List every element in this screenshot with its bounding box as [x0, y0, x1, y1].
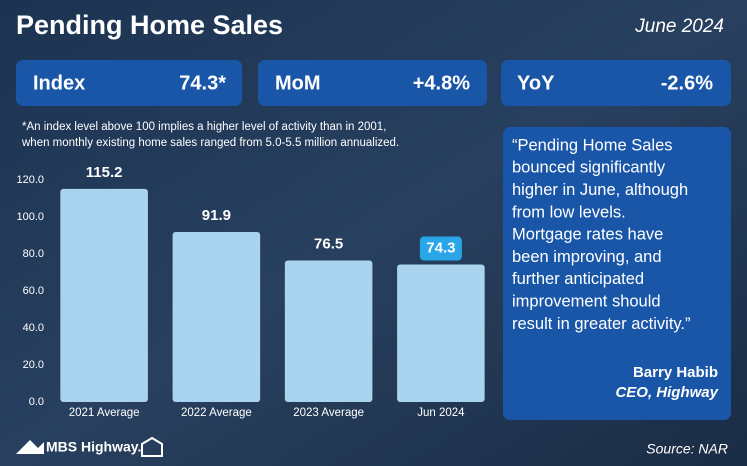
quote-line: “Pending Home Sales	[512, 136, 673, 154]
stat-label: YoY	[517, 72, 555, 94]
value-label: 74.3	[426, 240, 455, 257]
value-label: 115.2	[86, 164, 123, 181]
footnote: when monthly existing home sales ranged …	[21, 137, 399, 149]
y-tick-label: 40.0	[23, 322, 44, 334]
bar	[172, 231, 261, 402]
y-tick-label: 20.0	[23, 359, 44, 371]
quote-role: CEO, Highway	[615, 384, 718, 401]
y-tick-label: 120.0	[16, 174, 44, 186]
value-label-background	[419, 236, 462, 261]
logo: MBS Highway.	[46, 439, 141, 455]
footnote: *An index level above 100 implies a high…	[22, 121, 386, 133]
stat-label: MoM	[275, 72, 321, 94]
housing-icon	[141, 436, 163, 457]
x-tick-label: Jun 2024	[417, 407, 465, 419]
source: Source: NAR	[646, 441, 728, 457]
x-tick-label: 2021 Average	[69, 407, 140, 419]
quote-line: further anticipated	[512, 270, 644, 288]
stat-box	[16, 60, 242, 106]
quote-author: Barry Habib	[633, 364, 718, 381]
quote-box	[503, 127, 731, 420]
stat-box	[501, 60, 731, 106]
date: June 2024	[634, 16, 724, 37]
quote-line: bounced significantly	[512, 159, 666, 177]
bar	[397, 264, 485, 402]
quote-line: higher in June, although	[512, 181, 688, 199]
stat-label: Index	[33, 72, 85, 94]
value-label: 91.9	[202, 207, 231, 224]
y-tick-label: 0.0	[29, 396, 44, 408]
bar	[284, 260, 373, 402]
x-tick-label: 2022 Average	[181, 407, 252, 419]
quote-line: improvement should	[512, 292, 661, 310]
logo-icon	[16, 440, 44, 454]
y-tick-label: 60.0	[23, 285, 44, 297]
y-tick-label: 80.0	[23, 248, 44, 260]
value-label: 76.5	[314, 235, 343, 252]
stat-value: -2.6%	[661, 72, 713, 94]
y-tick-label: 100.0	[16, 211, 44, 223]
quote-line: from low levels.	[512, 203, 626, 221]
stat-value: +4.8%	[413, 72, 470, 94]
stat-box	[258, 60, 487, 106]
quote-line: result in greater activity.”	[512, 315, 691, 333]
quote-line: been improving, and	[512, 248, 662, 266]
title: Pending Home Sales	[16, 10, 283, 40]
x-tick-label: 2023 Average	[293, 407, 364, 419]
stat-value: 74.3*	[179, 72, 226, 94]
bar	[60, 188, 148, 402]
quote: “Pending Home Sales bounced significantly…	[512, 136, 691, 332]
quote-line: Mortgage rates have	[512, 226, 663, 244]
